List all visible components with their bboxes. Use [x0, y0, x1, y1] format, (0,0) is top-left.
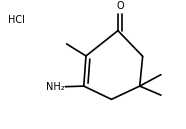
- Text: NH₂: NH₂: [46, 82, 64, 92]
- Text: HCl: HCl: [8, 15, 25, 25]
- Text: O: O: [116, 1, 124, 11]
